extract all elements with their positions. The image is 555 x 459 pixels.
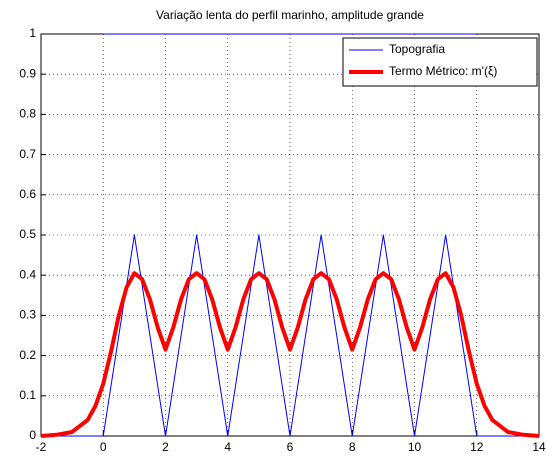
data-line (40, 271, 540, 438)
y-tick-label: 0.4 (19, 267, 36, 281)
y-tick-label: 0.5 (19, 227, 36, 241)
y-tick-label: 1 (29, 26, 36, 40)
x-tick-label: 8 (349, 440, 356, 454)
x-tick-label: 2 (162, 440, 169, 454)
y-tick-label: 0.7 (19, 147, 36, 161)
y-tick-label: 0.6 (19, 187, 36, 201)
x-tick-label: 4 (224, 440, 231, 454)
y-tick-label: 0.2 (19, 348, 36, 362)
chart-title: Variação lenta do perfil marinho, amplit… (156, 8, 424, 22)
x-tick-label: 10 (408, 440, 422, 454)
legend-box (342, 37, 538, 87)
y-tick-label: 0.9 (19, 66, 36, 80)
x-tick-label: 12 (470, 440, 484, 454)
legend-label: Termo Métrico: m'(ξ) (389, 64, 497, 78)
x-tick-label: 0 (100, 440, 107, 454)
legend-label: Topografia (389, 42, 445, 56)
x-tick-label: 6 (287, 440, 294, 454)
y-tick-label: 0.1 (19, 388, 36, 402)
y-tick-label: 0.8 (19, 107, 36, 121)
data-line (41, 234, 539, 437)
y-tick-label: 0.3 (19, 308, 36, 322)
x-tick-label: -2 (36, 440, 47, 454)
y-tick-label: 0 (29, 428, 36, 442)
x-tick-label: 14 (532, 440, 546, 454)
